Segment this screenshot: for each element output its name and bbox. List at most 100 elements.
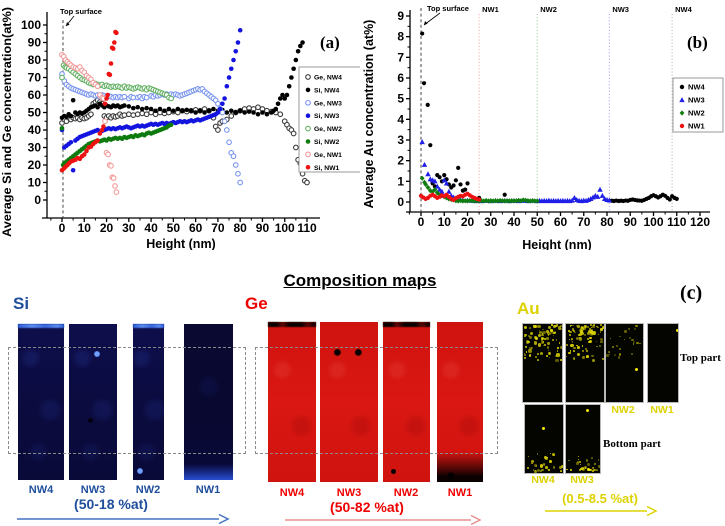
au-panel-label: Au: [517, 299, 540, 318]
y-tick-label: 30: [28, 141, 42, 155]
ge-range-arrow: [285, 514, 482, 526]
ge-strip-caption: NW2: [393, 487, 419, 499]
si-range-arrow: [17, 513, 230, 525]
series-si-nw1: [59, 29, 119, 173]
y-tick-label: 9: [397, 9, 404, 23]
x-tick-label: 120: [690, 215, 710, 229]
y-tick-label: 10: [28, 176, 42, 190]
ge-strip-caption: NW3: [336, 487, 362, 499]
x-axis-label: Height (nm): [522, 238, 591, 250]
legend: Ge, NW4 Si, NW4 Ge, NW3 Si, NW3 Ge, NW2 Si, N…: [298, 66, 360, 173]
legend-label: NW2: [688, 109, 705, 118]
y-tick-label: 1: [397, 174, 404, 188]
au-strip-caption: NW2: [611, 404, 635, 416]
y-tick-label: 60: [28, 88, 42, 102]
y-axis-label: Average Au concentration (at%): [362, 20, 376, 209]
x-tick-label: 60: [554, 215, 568, 229]
legend-label: NW3: [688, 96, 705, 105]
si-range-label: (50-18 %at): [74, 496, 148, 512]
x-tick-label: 20: [100, 221, 114, 235]
top-part-label: Top part: [680, 352, 721, 364]
x-tick-label: 50: [167, 221, 181, 235]
ge-strip-caption: NW1: [447, 487, 473, 499]
x-tick-label: 40: [144, 221, 158, 235]
y-tick-label: 0: [397, 195, 404, 209]
y-tick-label: 8: [397, 30, 404, 44]
top-surface-annotation: Top surface: [60, 7, 102, 16]
y-tick-label: 80: [28, 53, 42, 67]
x-tick-label: 80: [600, 215, 614, 229]
y-tick-label: 20: [28, 158, 42, 172]
nw-boundary-nw3: NW3: [608, 5, 629, 212]
x-tick-label: 100: [643, 215, 663, 229]
x-tick-label: 0: [418, 215, 425, 229]
y-tick-label: 2: [397, 154, 404, 168]
x-tick-label: 30: [122, 221, 136, 235]
si-map-strip-nw2: [133, 324, 164, 480]
x-tick-label: 30: [484, 215, 498, 229]
nw-boundary-label: NW2: [540, 5, 557, 14]
y-tick-label: 3: [397, 133, 404, 147]
plot-b-au-profiles: 0 10 20 30 40 50 60 70 80 90 100 110 120 0 1 2 3 4 5 6 7 8 9 He…: [360, 0, 725, 250]
au-range-arrow: [545, 505, 658, 517]
au-strip-caption: NW3: [570, 474, 594, 486]
ge-map-strip-nw1: [437, 322, 483, 482]
nw-boundary-nw2: NW2: [536, 5, 557, 212]
si-panel-label: Si: [13, 294, 30, 313]
legend-label: Si, NW3: [314, 113, 340, 120]
legend-label: Ge, NW2: [314, 126, 342, 133]
y-tick-label: 5: [397, 92, 404, 106]
legend-label: Si, NW1: [314, 165, 340, 172]
si-strip-caption: NW2: [135, 484, 161, 496]
si-strip-caption: NW1: [195, 484, 221, 496]
legend-label: Si, NW4: [314, 87, 340, 94]
au-map-strip-top-nw1: [647, 323, 679, 403]
legend-label: Ge, NW4: [314, 75, 342, 82]
x-tick-label: 70: [211, 221, 225, 235]
chart-b: 0 10 20 30 40 50 60 70 80 90 100 110 120 0 1 2 3 4 5 6 7 8 9 He…: [362, 4, 724, 250]
x-tick-label: 100: [275, 221, 295, 235]
x-tick-label: 80: [234, 221, 248, 235]
ge-panel-label: Ge: [245, 294, 268, 313]
y-axis-label: Average Si and Ge concentration(at%): [0, 7, 14, 237]
y-tick-label: 40: [28, 123, 42, 137]
x-tick-label: 110: [667, 215, 687, 229]
x-tick-label: 60: [189, 221, 203, 235]
au-map-strip-bottom-nw3: [565, 404, 601, 474]
ge-map-strip-nw2: [383, 322, 430, 482]
au-map-strip-top-nw3: [565, 323, 605, 403]
nw-boundary-label: NW3: [612, 5, 629, 14]
au-map-strip-top-nw2: [605, 323, 644, 403]
axes: 0 10 20 30 40 50 60 70 80 90 100 110 120 0 1 2 3 4 5 6 7 8 9: [397, 9, 710, 229]
y-tick-label: 50: [28, 106, 42, 120]
au-strip-caption: NW1: [650, 404, 674, 416]
x-tick-label: 70: [577, 215, 591, 229]
x-tick-label: 50: [531, 215, 545, 229]
series-si-nw4: [59, 40, 305, 121]
nw-boundary-label: NW4: [675, 5, 692, 14]
y-tick-label: 90: [28, 36, 42, 50]
nw-boundary-nw1: NW1: [478, 5, 499, 212]
y-tick-label: 4: [397, 112, 404, 126]
x-tick-label: 20: [461, 215, 475, 229]
legend-label: Ge, NW3: [314, 100, 342, 107]
au-strip-caption: NW4: [531, 474, 555, 486]
ge-strip-caption: NW4: [279, 487, 305, 499]
series-nw1: [418, 191, 482, 203]
si-map-strip-nw4: [18, 324, 64, 480]
series-ge-nw2: [59, 62, 174, 102]
si-strip-caption: NW4: [28, 484, 54, 496]
y-tick-label: 7: [397, 50, 404, 64]
x-tick-label: 10: [438, 215, 452, 229]
axes: 0 10 20 30 40 50 60 70 80 90 100 110010203040506070…: [21, 12, 320, 235]
series-ge-nw1: [59, 51, 120, 195]
au-map-strip-bottom-nw4: [524, 404, 564, 474]
x-axis-label: Height (nm): [146, 237, 215, 250]
legend-label: NW4: [688, 83, 705, 92]
x-tick-label: 90: [624, 215, 638, 229]
series-nw4: [420, 31, 679, 204]
plot-a-si-ge-profiles: 0 10 20 30 40 50 60 70 80 90 100 110 0 10 20 30 40 50 60 70…: [0, 0, 360, 250]
au-range-label: (0.5-8.5 %at): [562, 491, 638, 506]
si-strip-caption: NW3: [80, 484, 106, 496]
